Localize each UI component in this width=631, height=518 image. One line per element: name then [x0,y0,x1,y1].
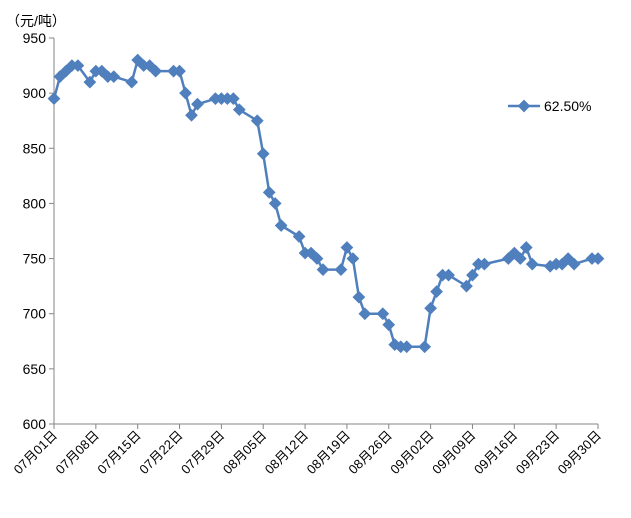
x-tick-label: 08月26日 [345,428,394,477]
legend: 62.50% [508,98,591,114]
data-point [316,263,330,276]
x-tick-label: 08月12日 [262,428,311,477]
data-point [352,290,366,304]
data-point [460,279,473,293]
y-tick-label: 700 [23,306,47,322]
x-axis: 07月01日07月08日07月15日07月22日07月29日08月05日08月1… [11,423,604,477]
x-tick-label: 07月15日 [94,428,143,477]
data-point [262,186,276,199]
x-tick-label: 09月09日 [429,428,478,477]
data-point [466,268,479,282]
data-point [358,307,372,321]
y-tick-label: 950 [23,30,47,46]
data-point [418,340,432,354]
data-point [334,263,348,276]
data-point [274,219,288,232]
x-tick-label: 08月05日 [220,428,269,477]
data-point [173,64,186,78]
data-point [340,241,354,254]
y-tick-label: 850 [23,140,47,156]
legend-diamond-marker [517,99,531,113]
y-axis-unit-label: （元/吨） [6,13,66,29]
x-tick-label: 09月30日 [555,428,604,477]
series-line [52,58,598,349]
legend-series-label: 62.50% [544,98,591,114]
y-tick-label: 750 [23,251,47,267]
y-tick-label: 650 [23,361,47,377]
data-point [424,301,437,315]
data-point [478,257,491,271]
y-tick-label: 800 [23,195,47,211]
data-point [430,285,443,299]
x-tick-label: 09月02日 [387,428,436,477]
data-point [232,103,246,117]
data-point [191,97,204,111]
data-point [519,241,533,254]
data-point [346,252,360,265]
x-tick-label: 09月16日 [471,428,520,477]
data-point [226,92,240,106]
data-point [525,257,539,271]
data-point [292,230,306,243]
x-tick-label: 07月01日 [11,428,60,477]
data-point [376,307,390,321]
data-point [47,92,61,106]
x-tick-label: 08月19日 [304,428,353,477]
data-point [250,114,264,128]
y-axis: 600 650 700 750 800 850 900 950 [23,30,55,432]
data-point [382,318,396,332]
data-point [125,75,139,89]
y-tick-label: 900 [23,85,47,101]
x-tick-label: 09月23日 [513,428,562,477]
data-point [185,108,198,122]
data-point [268,197,282,210]
data-point [179,86,192,100]
x-tick-label: 07月29日 [178,428,227,477]
data-point [149,64,162,78]
data-point [442,268,455,282]
plot-area [47,53,605,354]
x-tick-label: 07月22日 [136,428,185,477]
y-tick-label: 600 [23,416,47,432]
x-tick-label: 07月08日 [53,428,102,477]
data-point [400,340,414,354]
data-point [256,147,270,161]
